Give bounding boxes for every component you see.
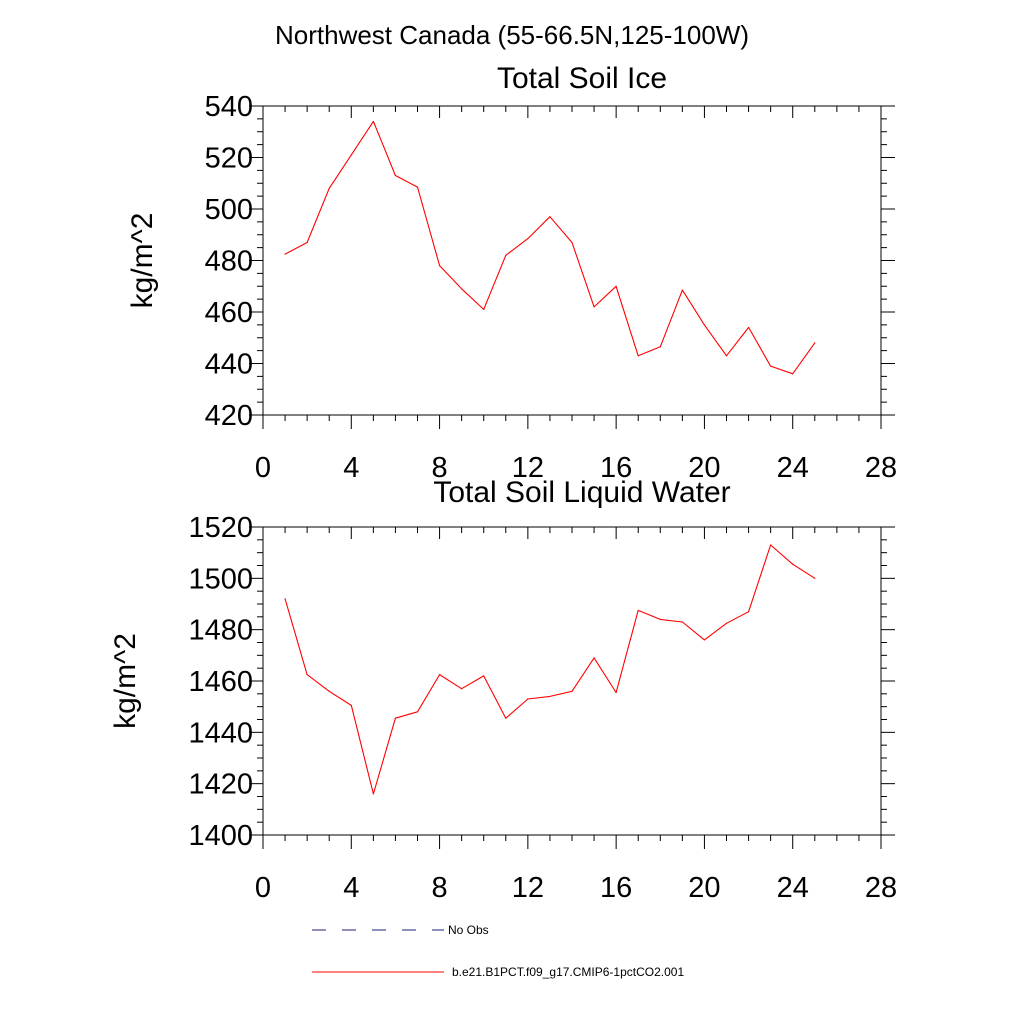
y-tick-label: 1400 [188,820,253,852]
data-point [637,355,639,357]
y-tick-label: 520 [205,143,253,175]
data-point [814,342,816,344]
data-point [461,288,463,290]
y-tick-label: 1420 [188,769,253,801]
data-point [792,373,794,375]
data-point [483,675,485,677]
y-tick-label: 480 [205,246,253,278]
x-tick-label: 28 [865,872,897,904]
data-point [703,324,706,326]
data-point [593,306,595,308]
x-tick-label: 12 [512,452,544,484]
data-point [527,238,529,240]
data-point [549,695,551,698]
data-point [284,253,286,255]
y-tick-label: 420 [205,400,253,432]
y-tick-label: 460 [205,297,253,329]
data-point [725,622,728,624]
data-point [659,346,661,348]
data-point [527,698,529,700]
data-point [416,711,419,713]
x-tick-label: 8 [432,452,448,484]
panel-title: Total Soil Ice [497,62,667,95]
data-point [284,598,286,600]
chart-panel-1: Total Soil Ice kg/m^2 0 4 8 12 16 20 24 28 420 440 4… [126,62,897,484]
data-point [438,673,441,676]
data-point [372,120,374,123]
x-tick-label: 12 [512,872,544,904]
y-tick-label: 1460 [188,666,253,698]
x-tick-label: 20 [688,872,720,904]
data-point [814,577,816,579]
y-tick-label: 1500 [188,563,253,595]
legend-label: b.e21.B1PCT.f09_g17.CMIP6-1pctCO2.001 [452,965,684,979]
data-point [394,174,397,177]
data-point [306,241,308,244]
data-point [505,717,507,719]
data-point [372,793,374,795]
x-tick-label: 4 [343,872,359,904]
panel-title: Total Soil Liquid Water [433,476,730,509]
data-point [615,285,617,287]
series-line [284,120,816,375]
data-point [571,241,573,244]
y-tick-label: 1480 [188,615,253,647]
data-point [571,690,573,692]
data-point [747,326,750,329]
series-line [284,544,816,795]
data-point [306,673,308,676]
x-tick-label: 0 [255,872,271,904]
data-point [549,216,551,218]
plot-frame [262,105,882,416]
data-point [770,365,772,367]
data-point [703,639,706,641]
data-point [438,265,441,267]
x-tick-label: 24 [777,452,809,484]
y-tick-label: 440 [205,349,253,381]
y-axis-label: kg/m^2 [109,633,142,729]
x-tick-label: 16 [600,872,632,904]
x-tick-label: 8 [432,872,448,904]
x-tick-label: 28 [865,452,897,484]
legend: No Obs b.e21.B1PCT.f09_g17.CMIP6-1pctCO2.… [312,923,684,979]
data-point [328,187,330,189]
data-point [350,154,352,156]
data-point [461,688,463,690]
data-point [681,621,683,623]
y-tick-label: 500 [205,194,253,226]
data-point [637,609,639,612]
figure-title: Northwest Canada (55-66.5N,125-100W) [275,20,749,50]
data-point [659,618,661,621]
data-point [681,289,683,291]
data-point [505,254,507,256]
data-point [792,563,794,565]
data-point [615,691,617,694]
x-tick-label: 24 [777,872,809,904]
data-point [747,611,750,613]
y-tick-label: 1440 [188,717,253,749]
data-point [770,544,772,546]
chart-panel-2: Total Soil Liquid Water kg/m^2 0 4 8 12 16 20 24… [109,476,897,904]
x-tick-label: 20 [688,452,720,484]
plot-frame [262,526,882,836]
y-axis-label: kg/m^2 [126,213,159,309]
x-tick-label: 0 [255,452,271,484]
x-tick-label: 16 [600,452,632,484]
data-point [416,186,419,188]
x-tick-label: 4 [343,452,359,484]
legend-label: No Obs [448,923,489,937]
y-tick-label: 540 [205,91,253,123]
data-point [328,690,330,692]
data-point [483,308,485,311]
data-point [394,717,397,719]
data-point [350,704,352,706]
data-point [593,657,595,659]
y-tick-label: 1520 [188,512,253,544]
data-point [725,355,728,357]
